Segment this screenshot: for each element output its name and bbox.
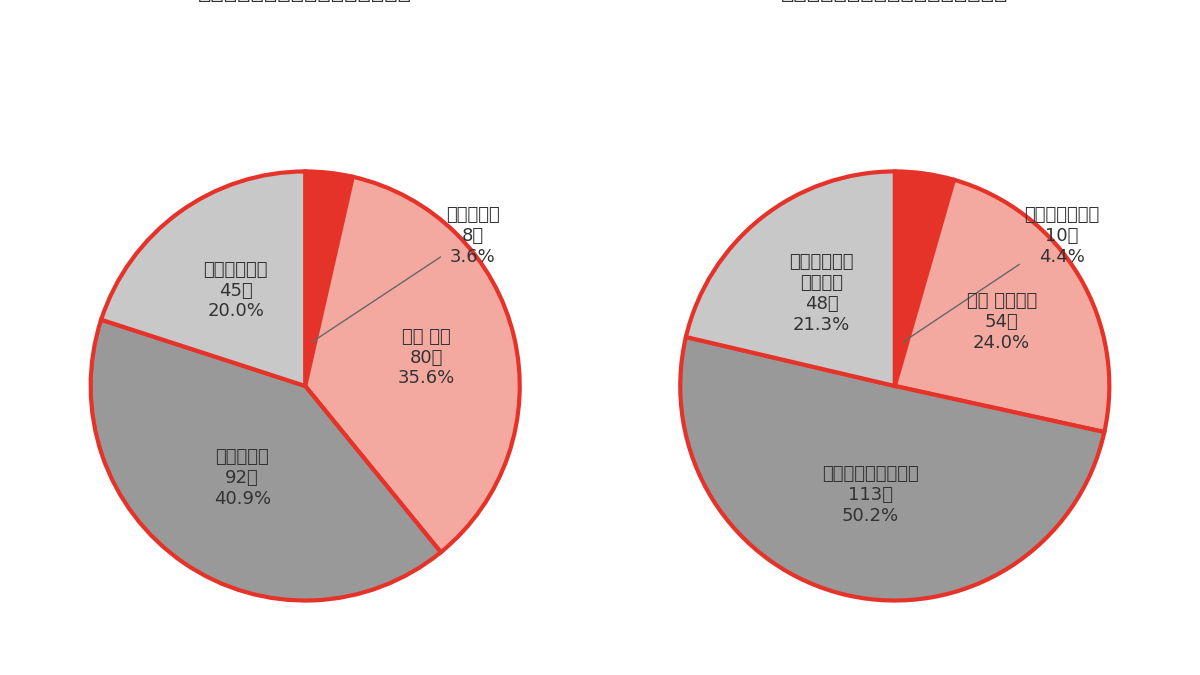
Text: ほとんどそう
思わない
48人
21.3%: ほとんどそう 思わない 48人 21.3% <box>790 253 853 333</box>
Wedge shape <box>305 171 353 386</box>
Wedge shape <box>895 171 954 386</box>
Wedge shape <box>305 177 520 552</box>
Wedge shape <box>101 171 305 386</box>
Text: あまりそう思わない
113人
50.2%: あまりそう思わない 113人 50.2% <box>822 465 918 524</box>
Text: 非常にそう思う
10人
4.4%: 非常にそう思う 10人 4.4% <box>904 206 1099 342</box>
Title: 図2．2024年に行われた賃上げは、
家計の負担軽減につながりましたか。: 図2．2024年に行われた賃上げは、 家計の負担軽減につながりましたか。 <box>769 0 1020 2</box>
Title: 図1．2024年に行われた賃上げにより、
手取りが増えた実感はありますか。: 図1．2024年に行われた賃上げにより、 手取りが増えた実感はありますか。 <box>167 0 444 2</box>
Text: 非常にある
8人
3.6%: 非常にある 8人 3.6% <box>312 206 499 342</box>
Text: やや そう思う
54人
24.0%: やや そう思う 54人 24.0% <box>966 292 1037 352</box>
Wedge shape <box>91 320 440 601</box>
Text: ほとんどない
45人
20.0%: ほとんどない 45人 20.0% <box>204 261 268 321</box>
Wedge shape <box>895 180 1109 432</box>
Wedge shape <box>686 171 895 386</box>
Text: あまりない
92人
40.9%: あまりない 92人 40.9% <box>214 448 271 508</box>
Wedge shape <box>680 337 1104 601</box>
Text: やや ある
80人
35.6%: やや ある 80人 35.6% <box>397 328 455 387</box>
